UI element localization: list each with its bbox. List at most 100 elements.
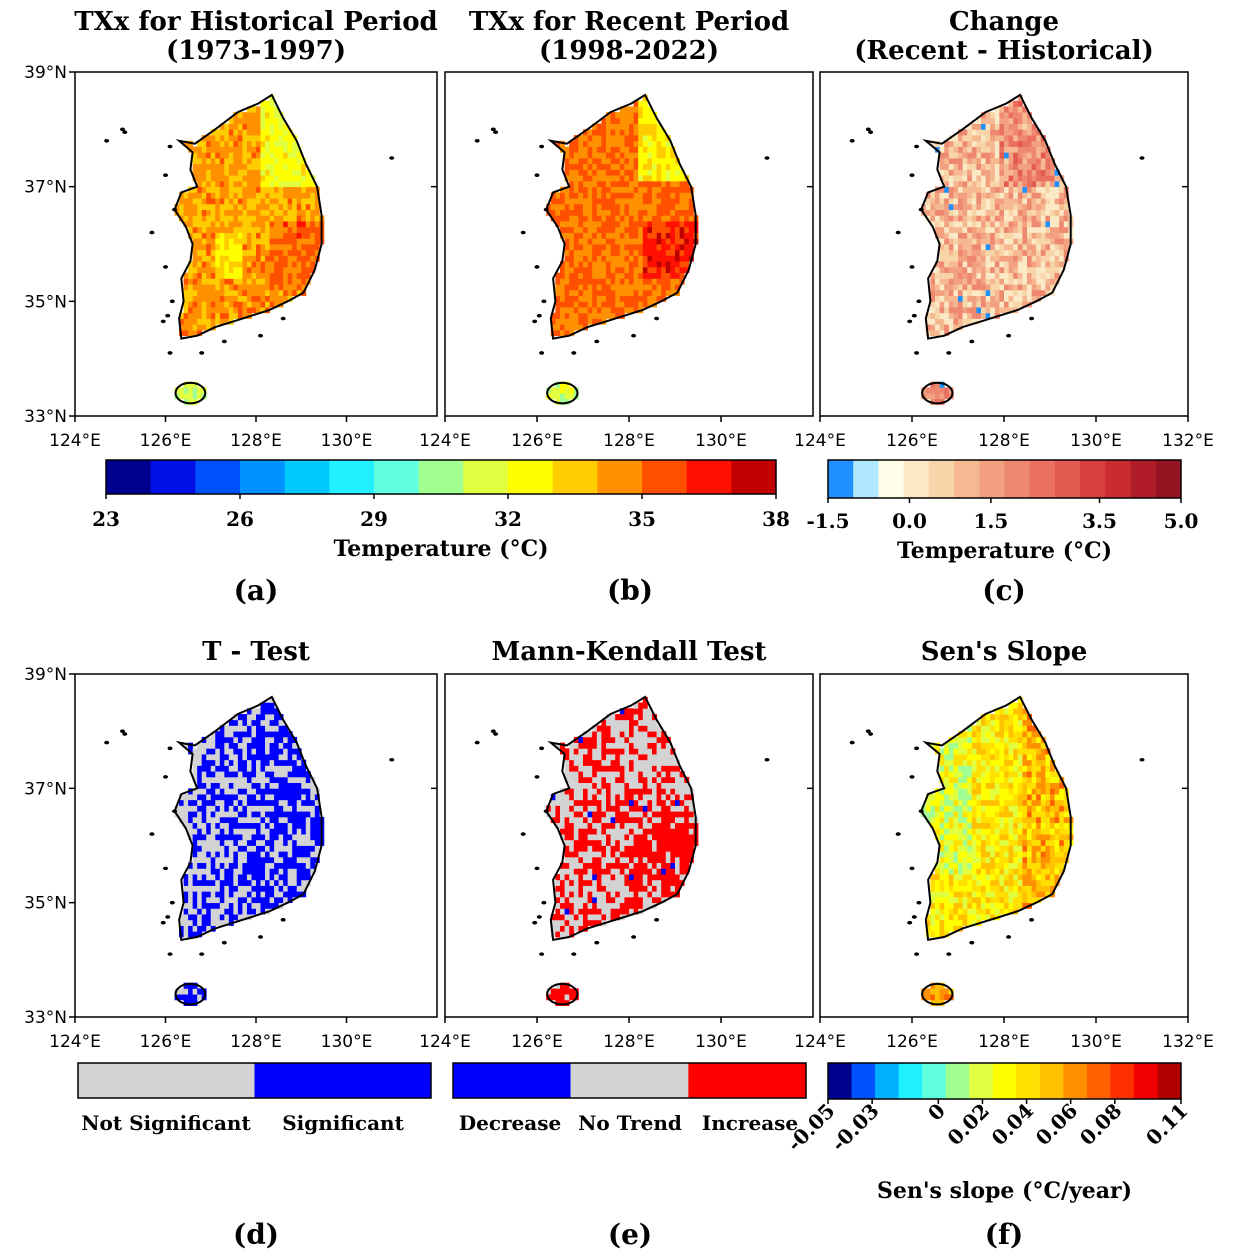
grid-cell: [610, 874, 616, 881]
grid-cell: [1022, 284, 1028, 291]
grid-cell: [265, 742, 270, 749]
grid-cell: [606, 238, 611, 245]
grid-cell: [287, 158, 293, 165]
grid-cell: [246, 719, 252, 726]
grid-cell: [1008, 169, 1014, 176]
grid-cell: [615, 123, 621, 130]
grid-cell: [925, 387, 931, 394]
y-tick-label: 37°N: [24, 178, 67, 198]
islet: [490, 127, 496, 132]
grid-cell: [629, 158, 634, 165]
islet: [165, 313, 171, 318]
grid-cell: [197, 834, 203, 841]
grid-cell: [578, 902, 584, 909]
grid-cell: [583, 822, 588, 829]
grid-cell: [292, 163, 298, 170]
grid-cell: [274, 284, 280, 291]
grid-cell: [292, 169, 298, 176]
grid-cell: [233, 771, 239, 778]
grid-cell: [596, 782, 602, 789]
grid-cell: [278, 811, 284, 818]
grid-cell: [976, 198, 982, 205]
grid-cell: [206, 834, 212, 841]
grid-cell: [624, 788, 630, 795]
grid-cell: [647, 805, 653, 812]
grid-cell: [606, 112, 611, 119]
grid-cell: [296, 811, 302, 818]
grid-cell: [215, 816, 221, 824]
grid-cell: [583, 794, 588, 801]
grid-cell: [310, 203, 316, 210]
grid-cell: [269, 261, 275, 268]
grid-cell: [206, 868, 212, 875]
grid-cell: [179, 919, 184, 926]
grid-cell: [260, 175, 266, 182]
grid-cell: [1054, 221, 1060, 228]
grid-cell: [615, 272, 621, 279]
grid-cell: [679, 266, 685, 274]
grid-cell: [633, 272, 639, 279]
grid-cell: [301, 765, 307, 772]
grid-cell: [314, 839, 320, 846]
grid-cell: [246, 232, 252, 239]
grid-cell: [215, 776, 221, 784]
grid-cell: [569, 851, 575, 858]
grid-cell: [1045, 261, 1051, 268]
grid-cell: [192, 266, 198, 274]
grid-cell: [642, 702, 648, 709]
grid-cell: [624, 845, 630, 852]
grid-cell: [183, 994, 189, 1001]
grid-cell: [228, 839, 234, 846]
grid-cell: [642, 261, 648, 268]
grid-cell: [981, 117, 986, 124]
grid-cell: [287, 186, 293, 193]
grid-cell: [260, 845, 266, 852]
grid-cell: [278, 169, 284, 176]
grid-cell: [679, 771, 685, 778]
grid-cell: [958, 186, 963, 193]
grid-cell: [985, 209, 991, 216]
grid-cell: [1022, 244, 1028, 251]
grid-cell: [610, 203, 616, 210]
grid-cell: [647, 856, 653, 864]
grid-cell: [615, 261, 621, 268]
grid-cell: [971, 238, 977, 245]
grid-cell: [192, 805, 198, 812]
grid-cell: [265, 754, 270, 761]
grid-cell: [201, 919, 207, 926]
grid-cell: [1027, 158, 1032, 165]
grid-cell: [265, 771, 270, 778]
grid-cell: [948, 175, 954, 182]
grid-cell: [287, 828, 293, 835]
grid-cell: [958, 226, 963, 233]
grid-cell: [629, 117, 634, 124]
grid-cell: [287, 856, 293, 864]
grid-cell: [278, 828, 284, 835]
grid-cell: [944, 393, 950, 400]
grid-cell: [642, 719, 648, 726]
grid-cell: [619, 238, 625, 245]
grid-cell: [265, 759, 270, 766]
grid-cell: [564, 289, 570, 296]
grid-cell: [610, 301, 616, 308]
grid-cell: [269, 226, 275, 233]
grid-cell: [688, 811, 694, 818]
grid-cell: [948, 140, 954, 147]
grid-cell: [944, 261, 950, 268]
grid-cell: [670, 828, 676, 835]
grid-cell: [201, 238, 207, 245]
grid-cell: [981, 266, 986, 274]
grid-cell: [197, 169, 203, 176]
grid-cell: [610, 266, 616, 274]
grid-cell: [981, 255, 986, 262]
grid-cell: [652, 885, 657, 892]
grid-cell: [930, 198, 936, 205]
grid-cell: [265, 868, 270, 875]
grid-cell: [652, 862, 657, 869]
grid-cell: [573, 238, 579, 245]
grid-cell: [228, 862, 234, 869]
grid-cell: [564, 851, 570, 858]
grid-cell: [619, 828, 625, 835]
grid-cell: [994, 284, 1000, 291]
grid-cell: [301, 215, 307, 222]
